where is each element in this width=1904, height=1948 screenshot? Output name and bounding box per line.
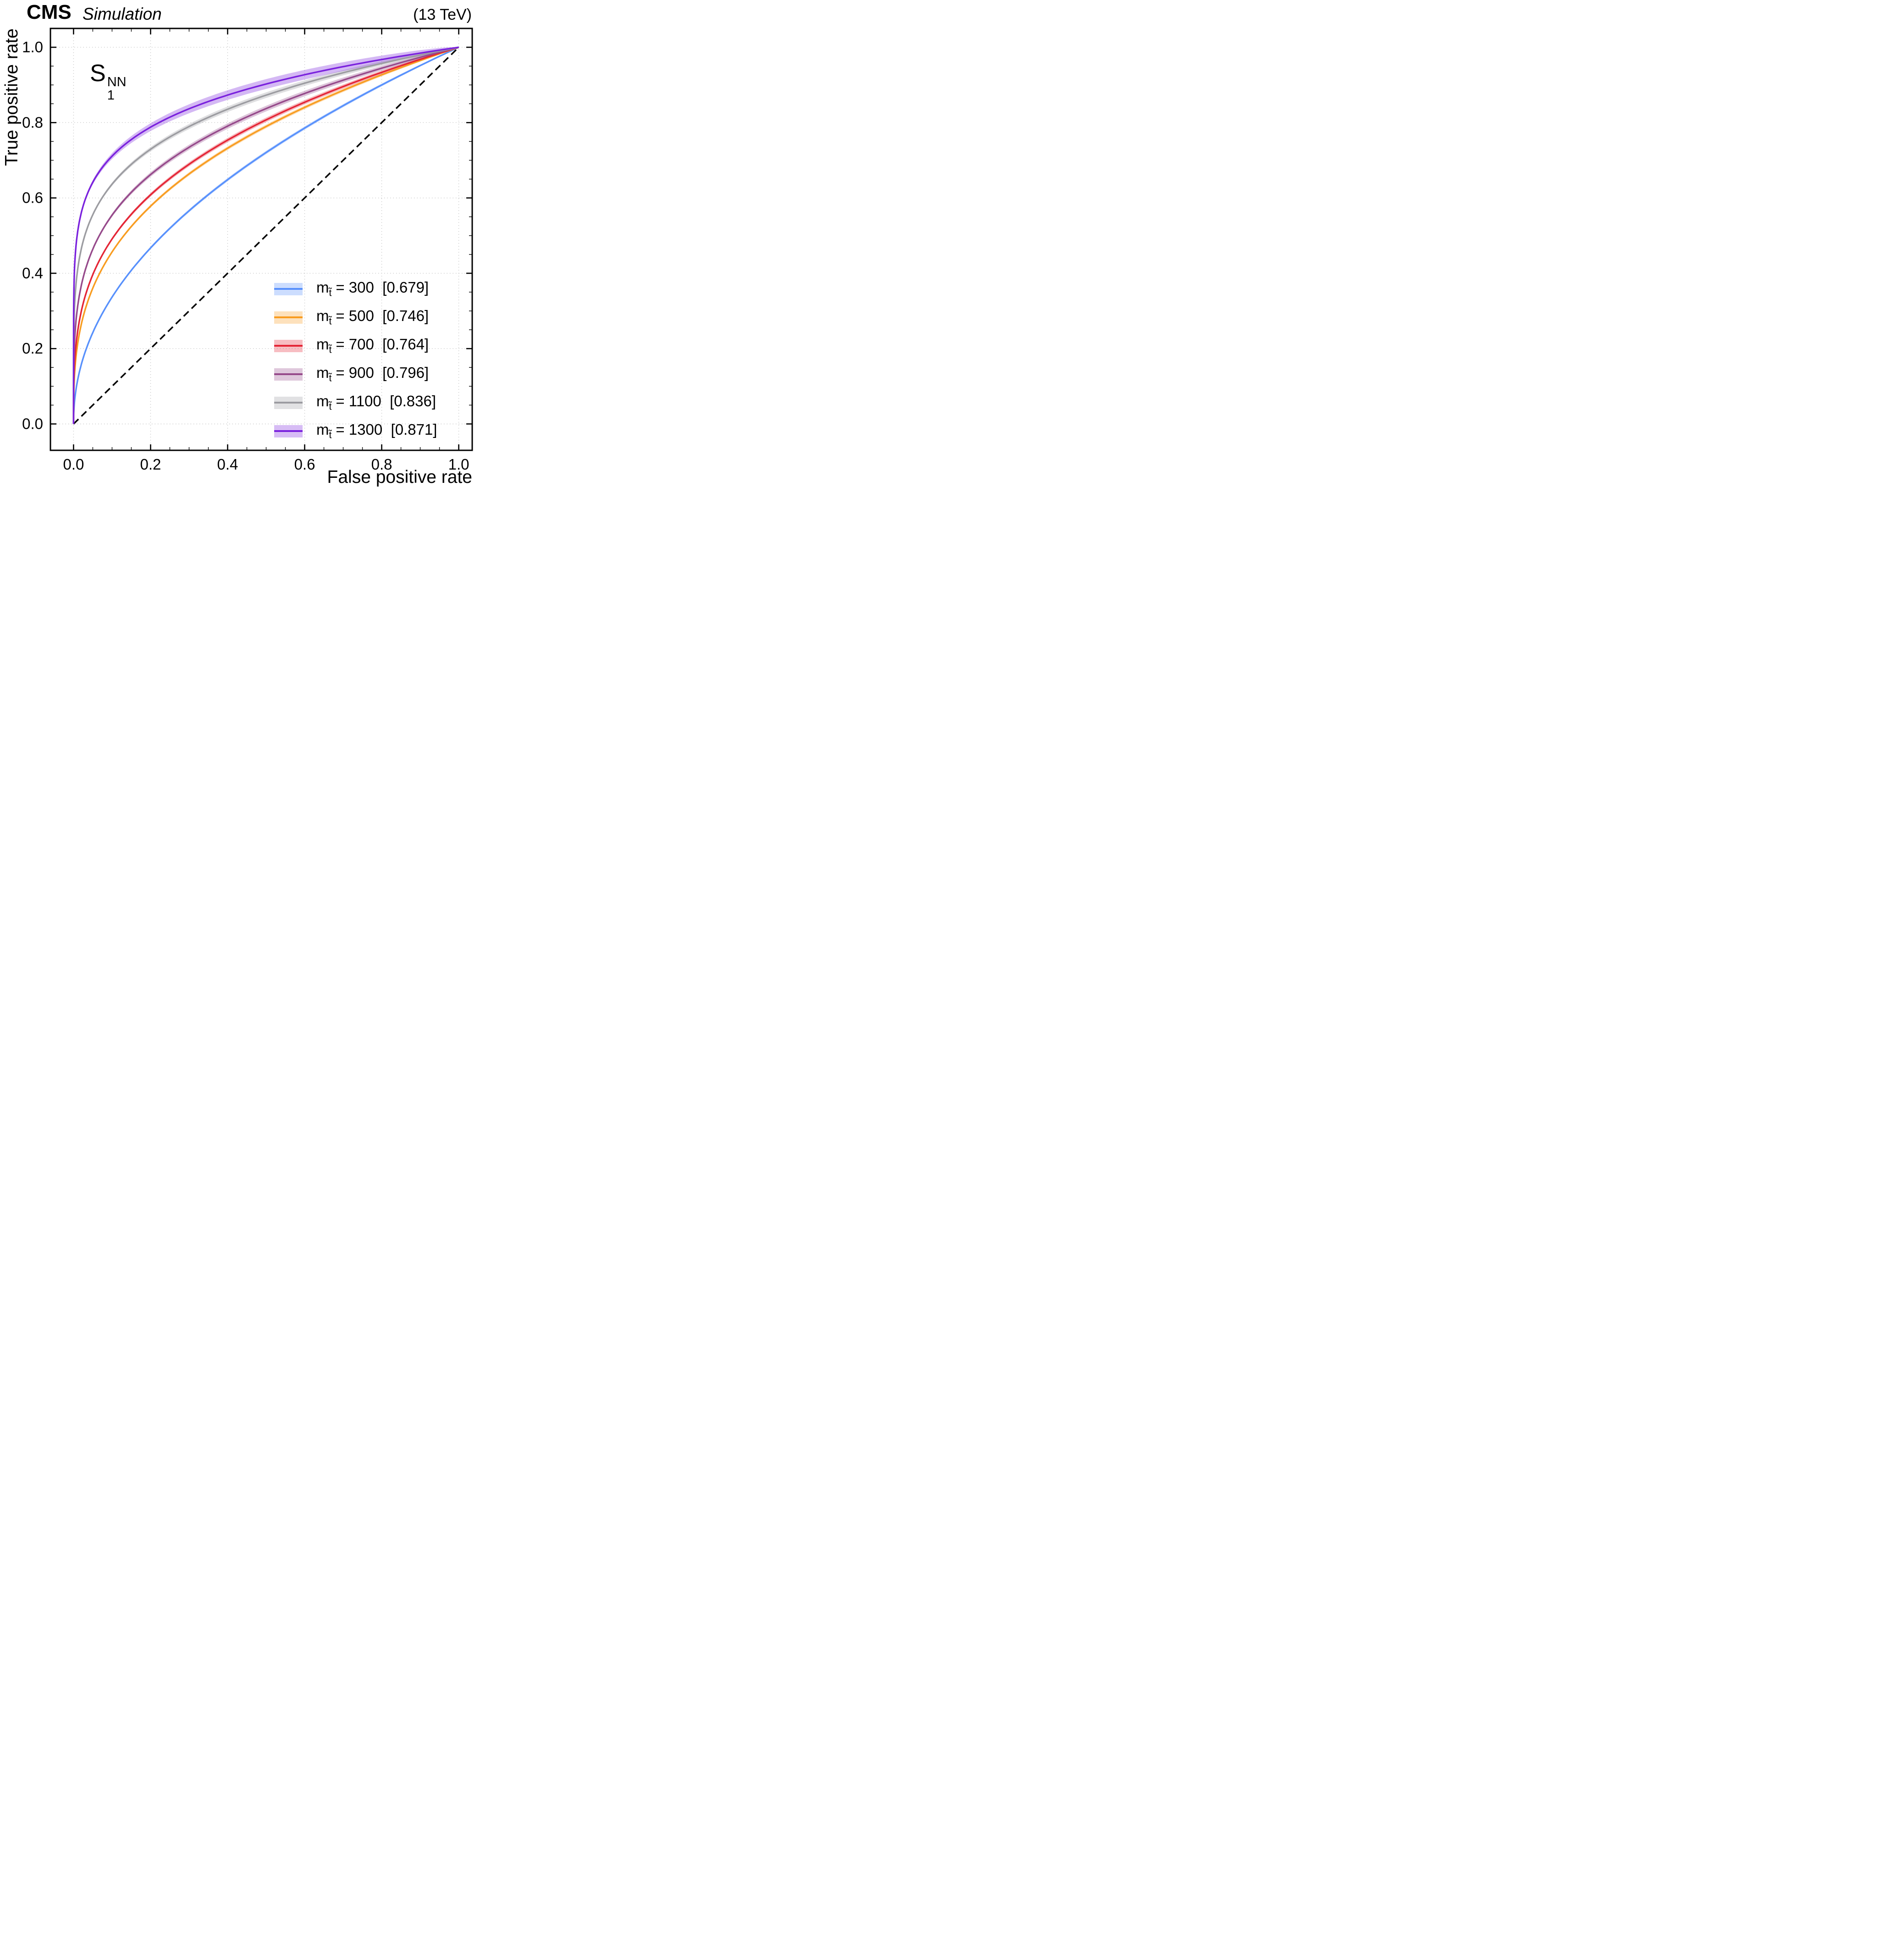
legend-swatch [274,396,303,409]
roc-curve-700 [72,46,459,424]
roc-figure: { "header": { "experiment": "CMS", "labe… [0,0,476,487]
legend-swatch-line [274,345,303,347]
legend-label: mt̃ = 300 [0.679] [316,279,429,299]
y-axis-title: True positive rate [2,28,22,166]
legend-mass-subscript: t̃ [329,401,332,412]
legend-item: mt̃ = 300 [0.679] [274,279,437,299]
legend-mass-value: = 1100 [0.836] [336,393,436,410]
x-tick-label: 1.0 [448,456,469,473]
y-tick-label: 1.0 [22,39,43,55]
legend-mass-subscript: t̃ [329,316,332,327]
simulation-label: Simulation [83,5,162,23]
roc-curve-300 [72,46,459,424]
legend-mass-value: = 700 [0.764] [336,336,429,353]
x-tick-label: 0.8 [371,456,392,473]
roc-curve-500 [72,46,459,424]
y-tick-label: 0.2 [22,340,43,357]
roc-curve-900 [72,46,459,424]
legend-label: mt̃ = 700 [0.764] [316,336,429,356]
legend-swatch-line [274,316,303,318]
legend-swatch-line [274,373,303,375]
legend-mass-symbol: m [316,393,329,410]
y-tick-label: 0.8 [22,114,43,131]
x-tick-label: 0.4 [217,456,238,473]
legend-mass-subscript: t̃ [329,288,332,299]
classifier-annotation: S NN 1 [90,60,127,102]
y-tick-label: 0.0 [22,415,43,432]
legend-mass-symbol: m [316,421,329,438]
roc-plot-canvas: 0.0 0.2 0.4 0.6 0.8 1.00.00.20.40.60.81.0Fals… [0,0,476,487]
legend-item: mt̃ = 700 [0.764] [274,336,437,356]
annotation-base: S [90,60,106,87]
legend-mass-value: = 1300 [0.871] [336,421,437,438]
legend-item: mt̃ = 1100 [0.836] [274,393,437,413]
x-axis-title: False positive rate [327,467,472,487]
roc-curve-1300 [72,46,459,424]
x-tick-label: 0.2 [140,456,161,473]
legend-mass-subscript: t̃ [329,430,332,441]
legend-item: mt̃ = 1300 [0.871] [274,421,437,441]
legend-mass-value: = 900 [0.796] [336,364,429,382]
x-tick-label: 0.0 [63,456,84,473]
legend-mass-value: = 500 [0.746] [336,307,429,325]
legend-mass-subscript: t̃ [329,373,332,384]
legend-swatch [274,425,303,437]
annotation-superscript: NN [107,75,127,89]
energy-label: (13 TeV) [413,6,472,23]
legend-swatch [274,339,303,352]
legend: mt̃ = 300 [0.679] mt̃ = 500 [0.746] mt̃ = 7… [274,279,437,441]
y-tick-label: 0.6 [22,189,43,206]
legend-item: mt̃ = 500 [0.746] [274,307,437,327]
tick-labels: 0.0 0.2 0.4 0.6 0.8 1.0 0.0 0.2 0.4 0.6 0.8 1.0 [22,39,469,473]
x-tick-label: 0.6 [294,456,315,473]
figure-background [0,0,476,487]
legend-item: mt̃ = 900 [0.796] [274,364,437,384]
legend-mass-symbol: m [316,279,329,296]
legend-mass-symbol: m [316,307,329,325]
legend-swatch [274,368,303,381]
legend-swatch-line [274,430,303,432]
legend-mass-subscript: t̃ [329,344,332,355]
legend-swatch [274,311,303,324]
chance-diagonal-line [73,46,459,425]
experiment-label: CMS [27,1,72,23]
annotation-subscript: 1 [107,88,115,103]
roc-curve-1100 [72,46,459,424]
plot-frame [50,28,473,451]
major-ticks [50,28,472,450]
legend-mass-symbol: m [316,364,329,382]
legend-mass-symbol: m [316,336,329,353]
legend-label: mt̃ = 500 [0.746] [316,307,429,327]
legend-swatch-line [274,402,303,404]
legend-label: mt̃ = 900 [0.796] [316,364,429,384]
y-tick-label: 0.4 [22,265,43,282]
legend-swatch [274,282,303,295]
legend-mass-value: = 300 [0.679] [336,279,429,296]
legend-swatch-line [274,288,303,290]
legend-label: mt̃ = 1100 [0.836] [316,393,436,413]
legend-label: mt̃ = 1300 [0.871] [316,421,437,441]
